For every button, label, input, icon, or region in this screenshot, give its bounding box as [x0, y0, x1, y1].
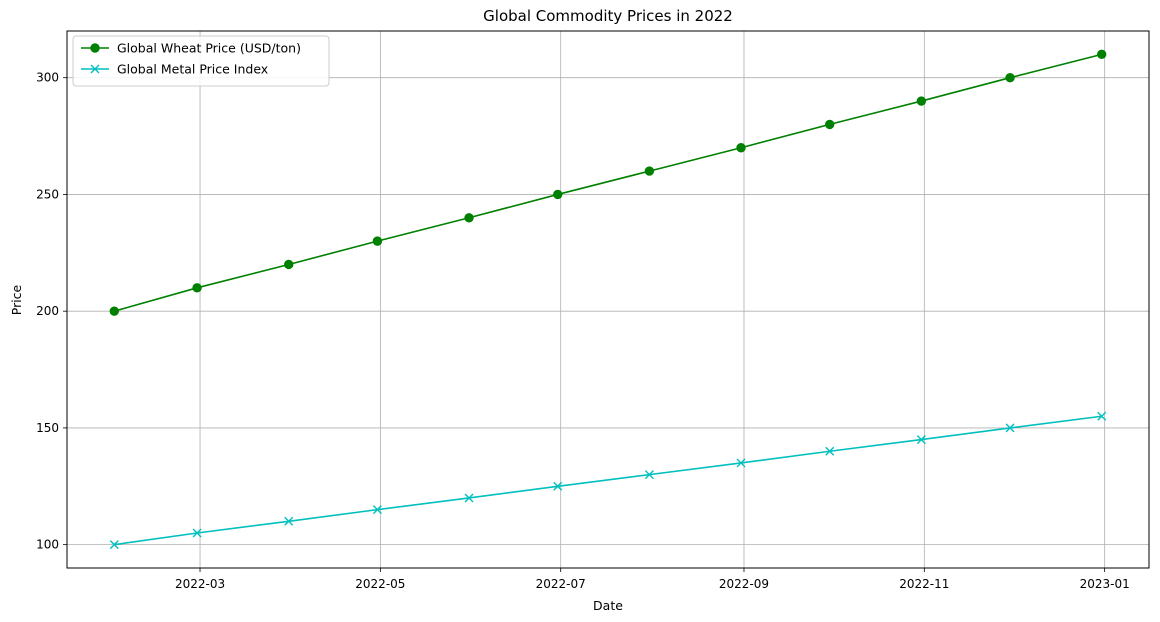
data-point [736, 458, 746, 468]
data-point [553, 481, 563, 491]
grid-lines [67, 31, 1149, 568]
y-tick-label: 300 [36, 71, 59, 85]
series-line [114, 53, 1102, 312]
data-point [464, 213, 474, 223]
data-point [109, 306, 120, 316]
y-axis-title: Price [9, 284, 24, 315]
data-point [372, 505, 382, 515]
data-point [736, 143, 746, 153]
x-tick-label: 2022-11 [899, 577, 949, 591]
series-line [114, 415, 1102, 546]
series-layer [109, 49, 1107, 550]
data-point [1097, 411, 1107, 421]
series-0 [109, 49, 1107, 316]
data-point [1005, 423, 1015, 433]
data-point [553, 189, 563, 200]
data-point [916, 435, 926, 445]
x-tick-label: 2022-03 [175, 577, 225, 591]
chart-title: Global Commodity Prices in 2022 [483, 7, 733, 25]
data-point [464, 493, 474, 503]
x-tick-label: 2022-07 [536, 577, 586, 591]
data-point [916, 96, 927, 106]
data-point [825, 446, 835, 456]
x-tick-label: 2023-01 [1080, 577, 1130, 591]
legend-swatch-marker [90, 43, 100, 53]
y-tick-label: 200 [36, 304, 59, 318]
x-tick-label: 2022-05 [355, 577, 405, 591]
data-point [192, 283, 202, 293]
data-point [284, 516, 294, 526]
x-axis: 2022-03 2022-05 2022-07 2022-09 2022-11 2023-… [175, 568, 1130, 591]
y-tick-label: 250 [36, 187, 59, 201]
series-1 [109, 411, 1107, 550]
data-point [109, 540, 119, 550]
legend-box [72, 35, 330, 87]
x-tick-label: 2022-09 [719, 577, 769, 591]
data-point [644, 470, 654, 480]
data-point [192, 528, 202, 538]
data-point [284, 259, 294, 270]
data-point [372, 236, 383, 246]
plot-area-frame [66, 30, 1150, 569]
legend-label: Global Wheat Price (USD/ton) [117, 41, 301, 56]
data-point [1005, 72, 1015, 83]
data-point [1096, 49, 1107, 60]
legend[interactable]: Global Wheat Price (USD/ton) Global Metal… [72, 35, 330, 87]
y-tick-label: 150 [36, 421, 59, 435]
y-tick-label: 100 [36, 538, 59, 552]
x-axis-title: Date [593, 598, 623, 613]
data-point [644, 166, 655, 176]
y-axis: 100 150 200 250 300 [36, 71, 67, 552]
legend-label: Global Metal Price Index [117, 62, 268, 77]
data-point [825, 119, 835, 130]
legend-swatch-marker [90, 64, 100, 74]
